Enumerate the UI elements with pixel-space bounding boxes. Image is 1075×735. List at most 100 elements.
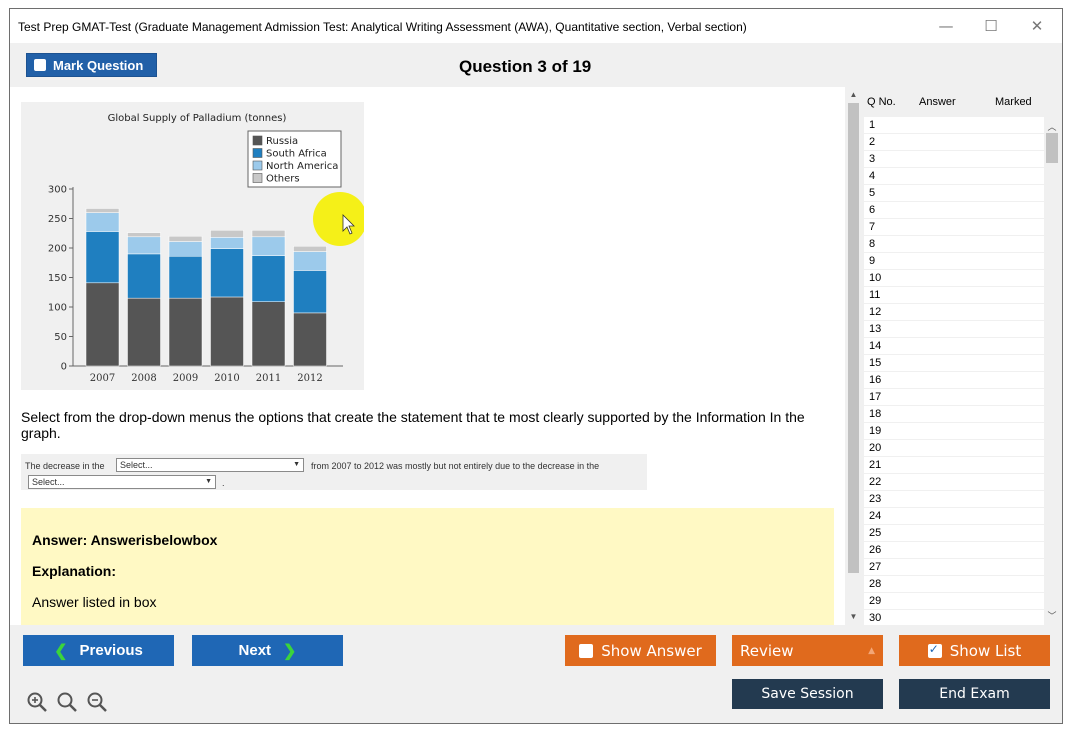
question-list-row[interactable]: 6 [864, 202, 1044, 219]
question-list-row[interactable]: 23 [864, 491, 1044, 508]
checked-checkbox-icon: ✓ [927, 642, 942, 658]
chevron-down-icon[interactable]: ﹀ [1047, 611, 1057, 621]
col-answer: Answer [919, 96, 956, 108]
end-exam-button[interactable]: End Exam [899, 679, 1050, 709]
bar-segment [293, 245, 327, 252]
bar-segment [85, 282, 120, 367]
minimize-icon[interactable]: — [938, 17, 954, 35]
question-list-row[interactable]: 8 [864, 236, 1044, 253]
question-list-row[interactable]: 17 [864, 389, 1044, 406]
legend-swatch [252, 160, 263, 171]
question-list-row[interactable]: 26 [864, 542, 1044, 559]
question-list-row[interactable]: 19 [864, 423, 1044, 440]
dropdown-statement: The decrease in the Select... ▼ from 200… [21, 454, 647, 490]
previous-button[interactable]: ❮ Previous [23, 635, 174, 666]
save-session-button[interactable]: Save Session [732, 679, 883, 709]
next-button[interactable]: Next ❯ [192, 635, 343, 666]
legend-swatch [252, 148, 263, 158]
question-list-row[interactable]: 11 [864, 287, 1044, 304]
question-list-row[interactable]: 29 [864, 593, 1044, 610]
chevron-left-icon: ❮ [54, 642, 68, 660]
question-list-row[interactable]: 24 [864, 508, 1044, 525]
question-list-row[interactable]: 21 [864, 457, 1044, 474]
y-tick-label: 200 [48, 244, 67, 255]
question-list-row[interactable]: 15 [864, 355, 1044, 372]
question-statement: Select from the drop-down menus the opti… [21, 409, 805, 441]
review-dropdown[interactable]: Review ▲ [732, 635, 883, 666]
scroll-down-icon[interactable]: ▼ [849, 612, 858, 621]
question-list-row[interactable]: 7 [864, 219, 1044, 236]
bar-segment [251, 255, 286, 302]
title-bar: Test Prep GMAT-Test (Graduate Management… [10, 9, 1062, 43]
bar-segment [168, 241, 203, 257]
question-list-row[interactable]: 27 [864, 559, 1044, 576]
question-list-panel: Q No. Answer Marked 1 2 3 4 5 6 7 8 9 10 11 12 13 14 1… [862, 87, 1062, 627]
bar-segment [210, 237, 244, 249]
question-list-row[interactable]: 18 [864, 406, 1044, 423]
dropdown-arrow-icon: ▼ [205, 478, 212, 485]
next-label: Next [238, 642, 272, 659]
question-list-row[interactable]: 20 [864, 440, 1044, 457]
question-title: Question 3 of 19 [459, 57, 592, 76]
question-list-row[interactable]: 14 [864, 338, 1044, 355]
checkbox-icon [34, 59, 46, 71]
question-list-row[interactable]: 9 [864, 253, 1044, 270]
mark-question-button[interactable]: Mark Question [26, 53, 157, 77]
question-list-row[interactable]: 13 [864, 321, 1044, 338]
statement-text-2: from 2007 to 2012 was mostly but not ent… [311, 461, 600, 471]
bar-segment [127, 232, 161, 238]
y-tick-label: 250 [48, 214, 67, 225]
chevron-up-icon[interactable]: ︿ [1047, 122, 1057, 132]
question-list-row[interactable]: 2 [864, 134, 1044, 151]
question-list-scrollbar[interactable]: ︿ ﹀ [1044, 117, 1060, 623]
select-1-value: Select... [120, 460, 153, 470]
show-list-button[interactable]: ✓ Show List [899, 635, 1050, 666]
question-list-row[interactable]: 22 [864, 474, 1044, 491]
select-dropdown-2[interactable]: Select... ▼ [28, 475, 216, 489]
legend-swatch [252, 173, 263, 183]
palladium-chart: Global Supply of Palladium (tonnes) 0 50 1… [21, 102, 367, 390]
scroll-up-icon[interactable]: ▲ [849, 90, 858, 99]
question-list-row[interactable]: 28 [864, 576, 1044, 593]
bar-segment [251, 236, 286, 256]
question-list-row[interactable]: 25 [864, 525, 1044, 542]
content-scrollbar[interactable]: ▲ ▼ [845, 87, 862, 625]
legend-label: Russia [266, 136, 298, 147]
bar-segment [210, 248, 244, 298]
maximize-icon[interactable]: ☐ [984, 17, 998, 35]
bar-segment [168, 297, 203, 367]
question-list-row[interactable]: 4 [864, 168, 1044, 185]
col-marked: Marked [995, 96, 1032, 108]
bar-segment [85, 208, 120, 213]
close-icon[interactable]: ✕ [1030, 17, 1044, 35]
question-list-thumb[interactable] [1046, 133, 1058, 163]
x-tick-label: 2012 [297, 373, 322, 384]
chart-bars [85, 208, 327, 367]
legend-box [247, 130, 342, 188]
y-tick-label: 100 [48, 303, 67, 314]
bar-segment [168, 235, 203, 242]
previous-label: Previous [79, 642, 143, 659]
zoom-reset-icon[interactable] [56, 691, 78, 713]
scrollbar-thumb[interactable] [848, 103, 859, 573]
question-list-row[interactable]: 12 [864, 304, 1044, 321]
bar-segment [251, 301, 286, 367]
y-tick-label: 50 [54, 332, 67, 343]
legend-label: North America [266, 161, 338, 172]
zoom-in-icon[interactable] [26, 691, 48, 713]
bar-segment [168, 256, 203, 299]
question-list-row[interactable]: 16 [864, 372, 1044, 389]
question-list-row[interactable]: 10 [864, 270, 1044, 287]
show-answer-button[interactable]: Show Answer [565, 635, 716, 666]
show-list-label: Show List [949, 641, 1022, 660]
footer-bar: ❮ Previous Next ❯ Show Answer Review ▲ ✓… [10, 625, 1062, 723]
zoom-out-icon[interactable] [86, 691, 108, 713]
select-dropdown-1[interactable]: Select... ▼ [116, 458, 304, 472]
chart-title: Global Supply of Palladium (tonnes) [108, 113, 287, 124]
y-tick-label: 300 [48, 185, 67, 196]
bar-segment [127, 253, 161, 299]
question-list-row[interactable]: 3 [864, 151, 1044, 168]
y-tick-label: 150 [48, 273, 67, 284]
question-list-row[interactable]: 5 [864, 185, 1044, 202]
question-list-row[interactable]: 1 [864, 117, 1044, 134]
